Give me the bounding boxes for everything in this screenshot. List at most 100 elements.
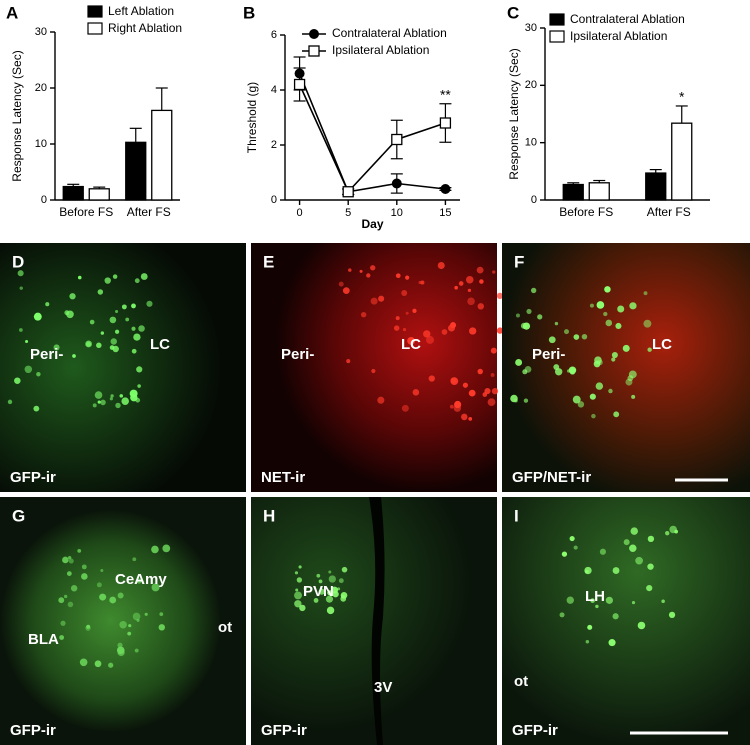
region-label: LH <box>585 588 605 605</box>
panel-label: F <box>514 252 524 271</box>
cell-body <box>461 413 468 421</box>
cell-body <box>587 624 593 630</box>
panel-label: B <box>243 3 255 22</box>
cell-body <box>595 382 604 390</box>
cell-body <box>129 389 138 398</box>
legend-swatch <box>87 22 103 35</box>
cell-body <box>647 347 652 352</box>
cell-body <box>608 388 613 394</box>
micrograph: E Peri- LC NET-ir <box>251 243 504 492</box>
micrograph-image <box>502 497 750 745</box>
cell-body <box>635 556 643 565</box>
stain-label: GFP-ir <box>10 722 56 739</box>
cell-body <box>584 566 592 575</box>
cell-body <box>67 601 74 608</box>
cell-body <box>326 606 335 615</box>
x-tick-label: Before FS <box>59 205 113 219</box>
panel-label: A <box>6 3 18 22</box>
x-tick-label: 10 <box>391 207 403 219</box>
cell-body <box>136 366 143 373</box>
annotation: ** <box>440 86 451 102</box>
cell-body <box>477 368 483 375</box>
cell-body <box>158 624 165 631</box>
cell-body <box>479 279 484 284</box>
cell-body <box>131 348 137 354</box>
cell-body <box>338 578 344 584</box>
cell-body <box>370 265 376 271</box>
cell-body <box>520 322 527 329</box>
point <box>309 29 319 39</box>
cell-body <box>144 612 148 616</box>
cell-body <box>449 404 454 409</box>
line <box>298 73 446 193</box>
cell-body <box>100 331 105 335</box>
bar <box>588 182 610 201</box>
cell-body <box>295 588 299 592</box>
cell-body <box>81 564 87 570</box>
cell-body <box>294 571 299 575</box>
cell-body <box>117 592 124 599</box>
cell-body <box>85 340 93 348</box>
cell-body <box>94 391 103 399</box>
cell-body <box>116 646 125 655</box>
legend-label: Contralateral Ablation <box>570 12 685 26</box>
cell-body <box>395 273 401 279</box>
cell-body <box>412 308 417 313</box>
region-label: BLA <box>28 631 59 648</box>
region-label: PVN <box>303 583 334 600</box>
cell-body <box>453 404 461 412</box>
cell-body <box>370 297 378 305</box>
cell-body <box>643 319 652 328</box>
region-label: ot <box>218 619 232 636</box>
cell-body <box>128 624 132 628</box>
cell-body <box>589 303 594 308</box>
cell-body <box>548 336 556 344</box>
micrograph: F Peri- LC GFP/NET-ir <box>502 243 750 492</box>
cell-body <box>647 563 654 570</box>
cell-body <box>569 536 575 542</box>
cell-body <box>36 371 41 377</box>
x-tick-label: 0 <box>297 207 303 219</box>
legend-label: Ipsilateral Ablation <box>570 29 667 43</box>
stain-label: GFP/NET-ir <box>512 469 591 486</box>
cell-body <box>418 280 422 285</box>
panel-label: G <box>12 506 25 525</box>
cell-body <box>294 600 302 608</box>
cell-body <box>566 596 574 604</box>
cell-body <box>492 270 496 274</box>
cell-body <box>490 373 495 377</box>
cell-body <box>110 394 114 398</box>
cell-body <box>296 577 303 583</box>
cell-body <box>577 401 585 408</box>
panel-label: I <box>514 506 519 525</box>
bar <box>562 183 584 201</box>
cell-body <box>18 328 23 332</box>
cell-body <box>81 573 88 580</box>
bar <box>645 172 667 201</box>
cell-body <box>559 612 565 618</box>
cell-body <box>66 571 72 576</box>
cell-body <box>568 366 577 374</box>
cell-body <box>340 595 347 602</box>
cell-body <box>573 334 580 340</box>
cell-body <box>299 604 306 612</box>
cell-body <box>346 359 351 364</box>
cell-body <box>454 285 458 290</box>
cell-body <box>360 311 367 318</box>
cell-body <box>450 322 457 329</box>
cell-body <box>121 304 127 310</box>
cell-body <box>104 277 111 284</box>
micrograph-image <box>502 243 750 492</box>
cell-body <box>131 326 136 331</box>
cell-body <box>138 325 145 332</box>
cell-body <box>611 357 616 362</box>
cell-body <box>24 365 33 374</box>
cell-body <box>33 312 42 321</box>
region-label: Peri- <box>532 346 565 363</box>
cell-body <box>599 548 607 555</box>
cell-body <box>313 598 319 603</box>
cell-body <box>100 568 104 572</box>
cell-body <box>674 529 679 534</box>
cell-body <box>612 567 620 574</box>
cell-body <box>328 570 332 574</box>
